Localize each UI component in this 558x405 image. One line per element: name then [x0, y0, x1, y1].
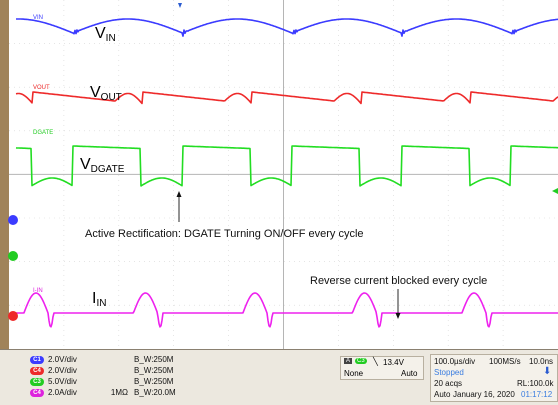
vin-label: VIN [95, 25, 116, 44]
vdgate-label: VDGATE [80, 156, 125, 175]
annotation-reverse-current: Reverse current blocked every cycle [310, 275, 487, 287]
channel-scale: 2.0V/div [48, 366, 77, 375]
channel-bandwidth: B_W:20.0M [134, 388, 176, 397]
record-resolution: 10.0ns [529, 357, 554, 366]
channel-level-marker[interactable] [8, 311, 18, 321]
time-div: 100.0µs/div [434, 357, 476, 366]
channel-bandwidth: B_W:250M [134, 377, 174, 386]
annotation-arrowhead-1 [176, 191, 182, 197]
left-bezel [0, 0, 9, 349]
trigger-position-marker[interactable] [178, 3, 182, 8]
channel-impedance: 1MΩ [110, 388, 128, 397]
iin-label: IIN [92, 290, 106, 309]
trigger-coupling: None [344, 369, 364, 378]
trigger-mode: Auto [401, 369, 418, 378]
channel-scale: 2.0A/div [48, 388, 77, 397]
dgate-trace [15, 145, 558, 187]
channel-scale: 2.0V/div [48, 355, 77, 364]
trigger-channel: C3 [355, 358, 367, 364]
channel-row[interactable]: C4 2.0V/div B_W:250M [30, 365, 230, 376]
vout-label: VOUT [90, 84, 122, 103]
channel-markers [8, 3, 558, 321]
iin-channel-tag: I-IN [33, 288, 43, 294]
traces [15, 18, 558, 328]
acq-mode: Auto [434, 390, 451, 399]
vin-trace [16, 18, 558, 37]
channel-bandwidth: B_W:250M [134, 355, 174, 364]
trigger-level: 13.4V [383, 358, 404, 367]
channel-level-marker[interactable] [8, 215, 18, 225]
iin-trace [16, 292, 558, 328]
trigger-slope-icon: ╲ [373, 357, 378, 366]
status-panel: C1 2.0V/div B_W:250M C4 2.0V/div B_W:250M C3 5.… [0, 349, 558, 405]
record-length: RL:100.0k [517, 379, 554, 388]
channel-row[interactable]: C4 2.0A/div 1MΩ B_W:20.0M [30, 387, 230, 398]
acq-date: January 16, 2020 [453, 390, 515, 399]
sample-rate: 100MS/s [489, 357, 521, 366]
acq-time: 01:17:12 [521, 390, 553, 399]
channel-bandwidth: B_W:250M [134, 366, 174, 375]
channel-row[interactable]: C3 5.0V/div B_W:250M [30, 376, 230, 387]
trigger-panel[interactable]: A C3 ╲ 13.4V None Auto [340, 356, 424, 380]
acq-count: 20 acqs [434, 379, 463, 388]
trigger-source: A [344, 358, 353, 364]
dgate-channel-tag: DGATE [33, 130, 53, 136]
channel-tag: C1 [30, 355, 44, 364]
down-arrow-icon: ⬇ [543, 366, 552, 377]
channel-tag: C3 [30, 377, 44, 386]
channel-tag: C4 [30, 388, 44, 397]
acquisition-panel[interactable]: 100.0µs/div 100MS/s 10.0ns Stopped ⬇ 20 … [430, 354, 558, 402]
channel-row[interactable]: C1 2.0V/div B_W:250M [30, 354, 230, 365]
grid [9, 0, 558, 349]
channel-level-marker[interactable] [8, 251, 18, 261]
vin-channel-tag: VIN [33, 15, 43, 21]
channel-settings: C1 2.0V/div B_W:250M C4 2.0V/div B_W:250M C3 5.… [30, 354, 230, 398]
trigger-level-marker[interactable] [552, 188, 558, 194]
channel-tag: C4 [30, 366, 44, 375]
channel-scale: 5.0V/div [48, 377, 77, 386]
vout-channel-tag: VOUT [33, 85, 50, 91]
acquisition-state: Stopped [434, 368, 464, 377]
annotation-arrowhead-2 [395, 313, 401, 319]
annotation-active-rectification: Active Rectification: DGATE Turning ON/O… [85, 228, 364, 240]
vout-trace [15, 91, 558, 105]
